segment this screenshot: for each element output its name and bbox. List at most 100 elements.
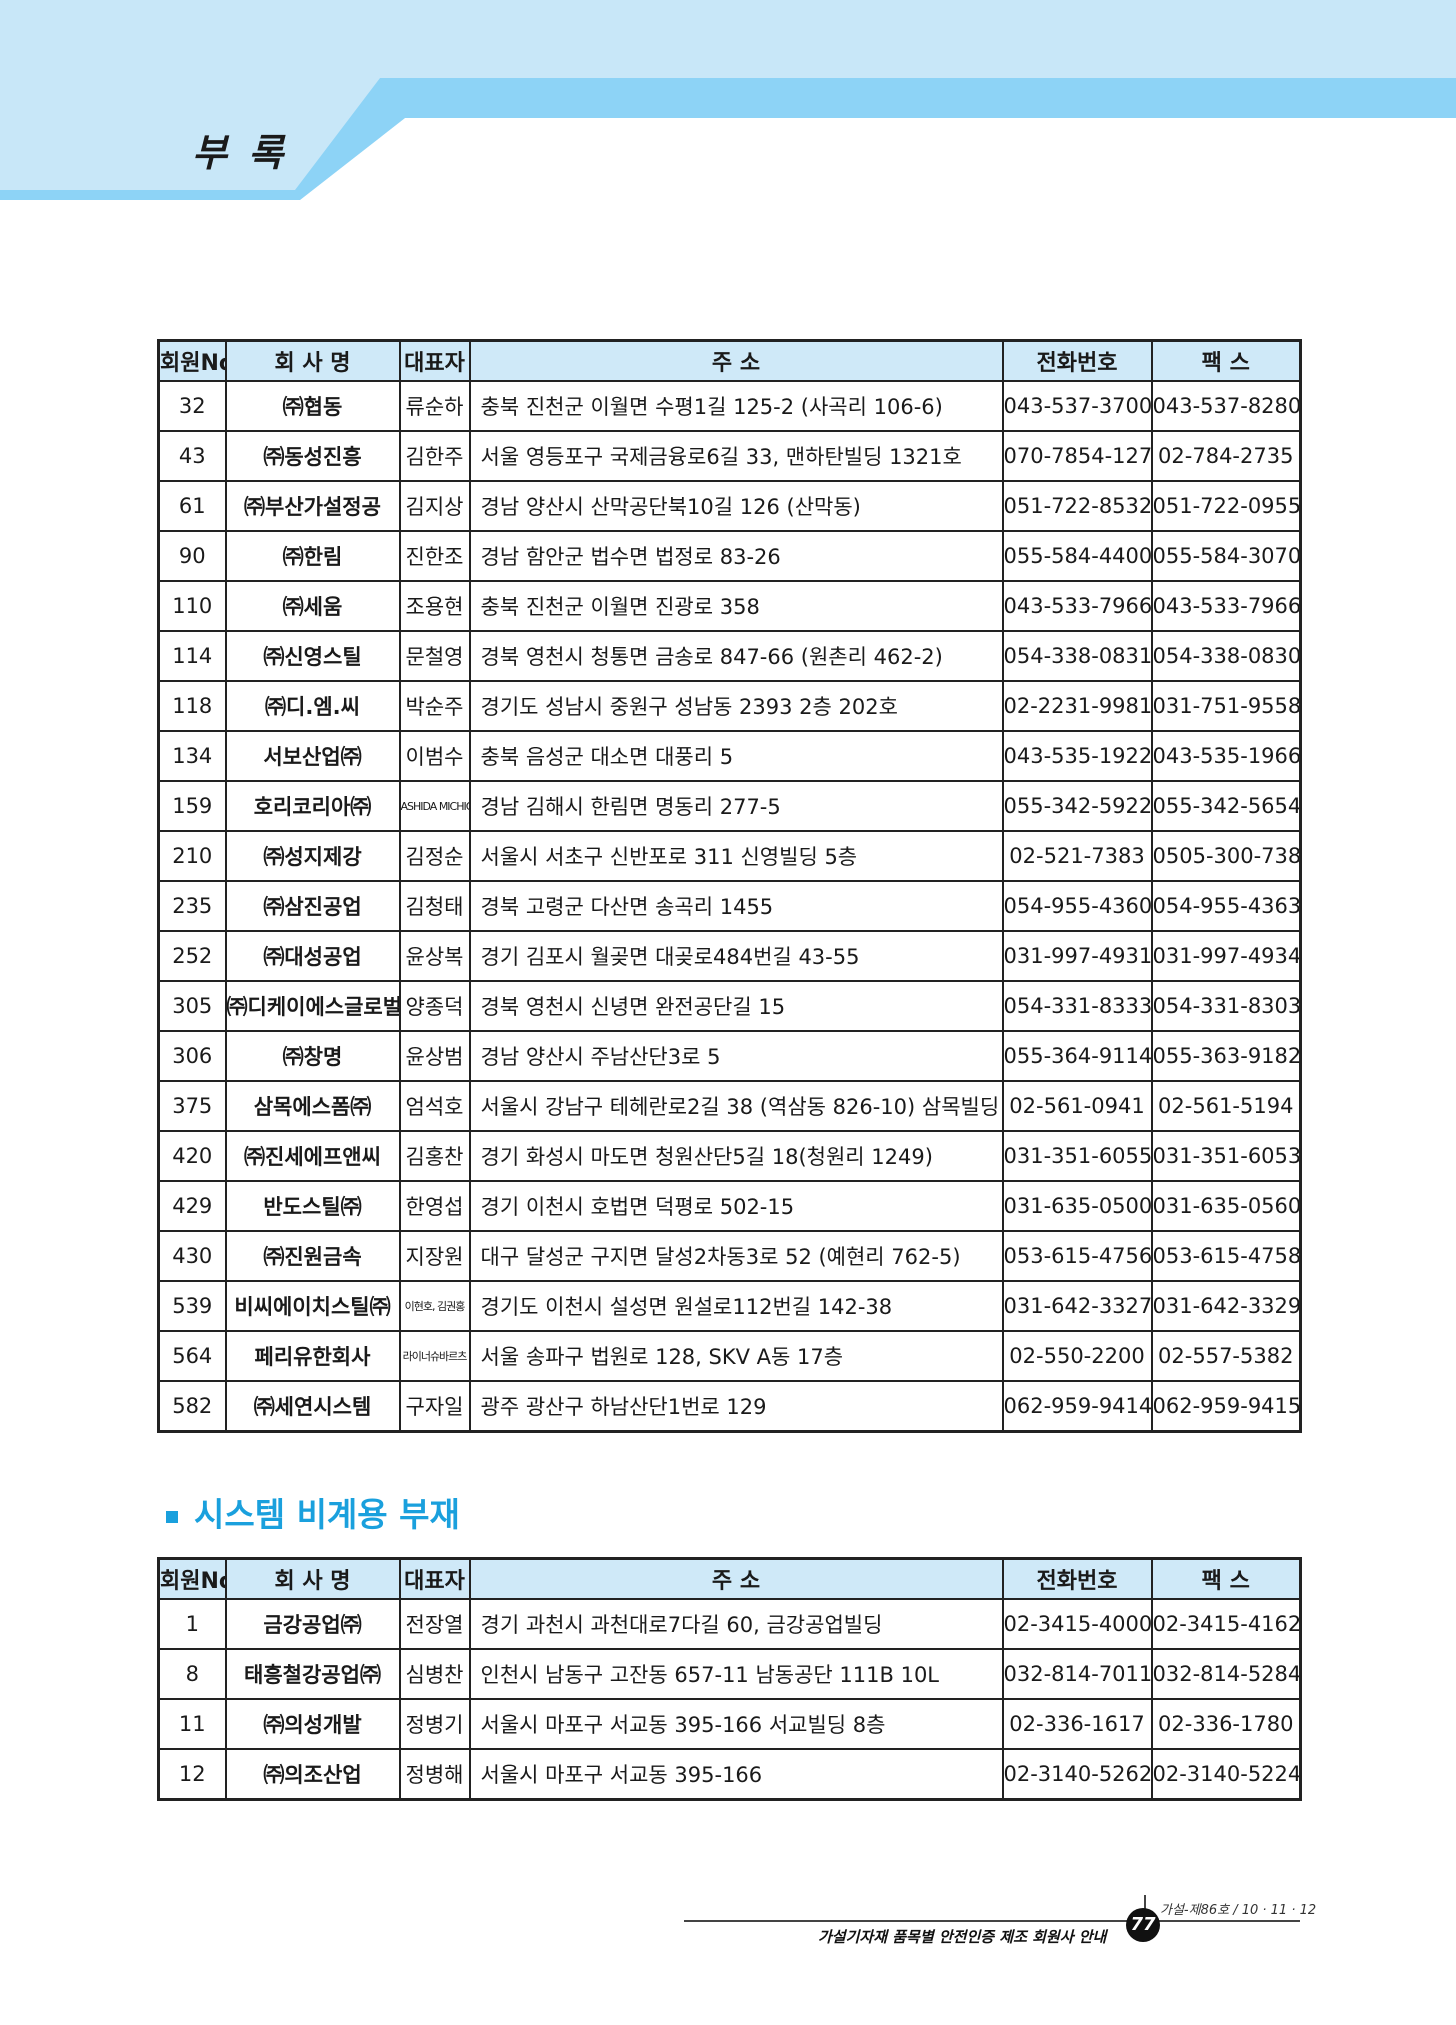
square-bullet-icon xyxy=(166,1510,178,1523)
cell-address: 충북 진천군 이월면 진광로 358 xyxy=(468,580,1004,632)
column-header-representative: 대표자 xyxy=(398,339,471,382)
cell-phone: 054-338-0831 xyxy=(1001,630,1153,682)
cell-phone: 043-535-1922 xyxy=(1001,730,1153,782)
cell-member-no: 134 xyxy=(157,730,227,782)
cell-representative: 양종덕 xyxy=(398,980,471,1032)
cell-member-no: 61 xyxy=(157,480,227,532)
cell-address: 경남 양산시 주남산단3로 5 xyxy=(468,1030,1004,1082)
table-row: 235 ㈜삼진공업 김청태 경북 고령군 다산면 송곡리 1455 054-955-43… xyxy=(157,880,1302,932)
cell-member-no: 43 xyxy=(157,430,227,482)
table-row: 210 ㈜성지제강 김정순 서울시 서초구 신반포로 311 신영빌딩 5층 02-52… xyxy=(157,830,1302,882)
cell-company-name: ㈜삼진공업 xyxy=(224,880,401,932)
cell-representative: 라이너슈바르츠 xyxy=(398,1330,471,1382)
column-header-phone: 전화번호 xyxy=(1001,1557,1153,1600)
cell-phone: 02-550-2200 xyxy=(1001,1330,1153,1382)
table-row: 114 ㈜신영스틸 문철영 경북 영천시 청통면 금송로 847-66 (원촌리 46… xyxy=(157,630,1302,682)
cell-representative: 엄석호 xyxy=(398,1080,471,1132)
cell-representative: 조용현 xyxy=(398,580,471,632)
cell-address: 대구 달성군 구지면 달성2차동3로 52 (예현리 762-5) xyxy=(468,1230,1004,1282)
cell-phone: 02-561-0941 xyxy=(1001,1080,1153,1132)
cell-address: 서울시 마포구 서교동 395-166 서교빌딩 8층 xyxy=(468,1698,1004,1750)
table-row: 159 호리코리아㈜ ASHIDA MICHIO 경남 김해시 한림면 명동리 277… xyxy=(157,780,1302,832)
cell-fax: 02-3415-4162 xyxy=(1150,1598,1302,1650)
table-row: 90 ㈜한림 진한조 경남 함안군 법수면 법정로 83-26 055-584-4400… xyxy=(157,530,1302,582)
cell-fax: 062-959-9415 xyxy=(1150,1380,1302,1433)
cell-address: 인천시 남동구 고잔동 657-11 남동공단 111B 10L xyxy=(468,1648,1004,1700)
table-row: 118 ㈜디.엠.씨 박순주 경기도 성남시 중원구 성남동 2393 2층 202호… xyxy=(157,680,1302,732)
cell-company-name: ㈜신영스틸 xyxy=(224,630,401,682)
footer-rule xyxy=(684,1920,1300,1922)
cell-company-name: ㈜진원금속 xyxy=(224,1230,401,1282)
cell-phone: 053-615-4756 xyxy=(1001,1230,1153,1282)
cell-company-name: ㈜한림 xyxy=(224,530,401,582)
cell-fax: 055-342-5654 xyxy=(1150,780,1302,832)
cell-address: 경기 화성시 마도면 청원산단5길 18(청원리 1249) xyxy=(468,1130,1004,1182)
cell-member-no: 114 xyxy=(157,630,227,682)
cell-fax: 055-584-3070 xyxy=(1150,530,1302,582)
footer-tick xyxy=(1144,1895,1146,1915)
cell-phone: 054-955-4360 xyxy=(1001,880,1153,932)
cell-address: 경기 김포시 월곶면 대곶로484번길 43-55 xyxy=(468,930,1004,982)
column-header-address: 주 소 xyxy=(468,339,1004,382)
table-row: 110 ㈜세움 조용현 충북 진천군 이월면 진광로 358 043-533-7966 0… xyxy=(157,580,1302,632)
cell-member-no: 564 xyxy=(157,1330,227,1382)
cell-representative: 류순하 xyxy=(398,380,471,432)
cell-company-name: ㈜성지제강 xyxy=(224,830,401,882)
cell-representative: ASHIDA MICHIO xyxy=(398,780,471,832)
cell-company-name: ㈜디케이에스글로벌 xyxy=(224,980,401,1032)
cell-company-name: ㈜세움 xyxy=(224,580,401,632)
cell-company-name: ㈜세연시스템 xyxy=(224,1380,401,1433)
cell-member-no: 235 xyxy=(157,880,227,932)
cell-fax: 054-338-0830 xyxy=(1150,630,1302,682)
cell-address: 경남 양산시 산막공단북10길 126 (산막동) xyxy=(468,480,1004,532)
cell-member-no: 90 xyxy=(157,530,227,582)
cell-address: 서울시 강남구 테헤란로2길 38 (역삼동 826-10) 삼목빌딩 xyxy=(468,1080,1004,1132)
cell-fax: 043-533-7966 xyxy=(1150,580,1302,632)
cell-phone: 031-642-3327 xyxy=(1001,1280,1153,1332)
cell-address: 경기 이천시 호법면 덕평로 502-15 xyxy=(468,1180,1004,1232)
cell-member-no: 306 xyxy=(157,1030,227,1082)
cell-address: 경북 고령군 다산면 송곡리 1455 xyxy=(468,880,1004,932)
cell-address: 경기도 성남시 중원구 성남동 2393 2층 202호 xyxy=(468,680,1004,732)
cell-address: 광주 광산구 하남산단1번로 129 xyxy=(468,1380,1004,1433)
cell-phone: 055-364-9114 xyxy=(1001,1030,1153,1082)
table-row: 8 태흥철강공업㈜ 심병찬 인천시 남동구 고잔동 657-11 남동공단 111B … xyxy=(157,1648,1302,1700)
cell-phone: 02-3415-4000 xyxy=(1001,1598,1153,1650)
cell-address: 서울시 마포구 서교동 395-166 xyxy=(468,1748,1004,1801)
table-row: 1 금강공업㈜ 전장열 경기 과천시 과천대로7다길 60, 금강공업빌딩 02-341… xyxy=(157,1598,1302,1650)
cell-phone: 02-336-1617 xyxy=(1001,1698,1153,1750)
table-row: 375 삼목에스폼㈜ 엄석호 서울시 강남구 테헤란로2길 38 (역삼동 826-1… xyxy=(157,1080,1302,1132)
cell-member-no: 12 xyxy=(157,1748,227,1801)
cell-phone: 043-537-3700 xyxy=(1001,380,1153,432)
table-row: 430 ㈜진원금속 지장원 대구 달성군 구지면 달성2차동3로 52 (예현리 76… xyxy=(157,1230,1302,1282)
cell-company-name: 비씨에이치스틸㈜ xyxy=(224,1280,401,1332)
cell-fax: 02-336-1780 xyxy=(1150,1698,1302,1750)
cell-member-no: 430 xyxy=(157,1230,227,1282)
cell-member-no: 32 xyxy=(157,380,227,432)
banner-blue-stripe xyxy=(0,78,1456,200)
table-row: 429 반도스틸㈜ 한영섭 경기 이천시 호법면 덕평로 502-15 031-635-… xyxy=(157,1180,1302,1232)
cell-representative: 지장원 xyxy=(398,1230,471,1282)
cell-phone: 031-351-6055 xyxy=(1001,1130,1153,1182)
cell-phone: 062-959-9414 xyxy=(1001,1380,1153,1433)
cell-company-name: ㈜동성진흥 xyxy=(224,430,401,482)
column-header-company-name: 회 사 명 xyxy=(224,1557,401,1600)
cell-member-no: 118 xyxy=(157,680,227,732)
cell-member-no: 582 xyxy=(157,1380,227,1433)
column-header-address: 주 소 xyxy=(468,1557,1004,1600)
cell-representative: 이범수 xyxy=(398,730,471,782)
cell-company-name: ㈜대성공업 xyxy=(224,930,401,982)
cell-member-no: 539 xyxy=(157,1280,227,1332)
cell-company-name: 페리유한회사 xyxy=(224,1330,401,1382)
table-row: 61 ㈜부산가설정공 김지상 경남 양산시 산막공단북10길 126 (산막동) 051… xyxy=(157,480,1302,532)
cell-address: 서울 송파구 법원로 128, SKV A동 17층 xyxy=(468,1330,1004,1382)
cell-member-no: 375 xyxy=(157,1080,227,1132)
cell-phone: 051-722-8532 xyxy=(1001,480,1153,532)
table-row: 252 ㈜대성공업 윤상복 경기 김포시 월곶면 대곶로484번길 43-55 031-… xyxy=(157,930,1302,982)
column-header-fax: 팩 스 xyxy=(1150,339,1302,382)
cell-phone: 031-635-0500 xyxy=(1001,1180,1153,1232)
cell-phone: 070-7854-1276 xyxy=(1001,430,1153,482)
cell-representative: 구자일 xyxy=(398,1380,471,1433)
